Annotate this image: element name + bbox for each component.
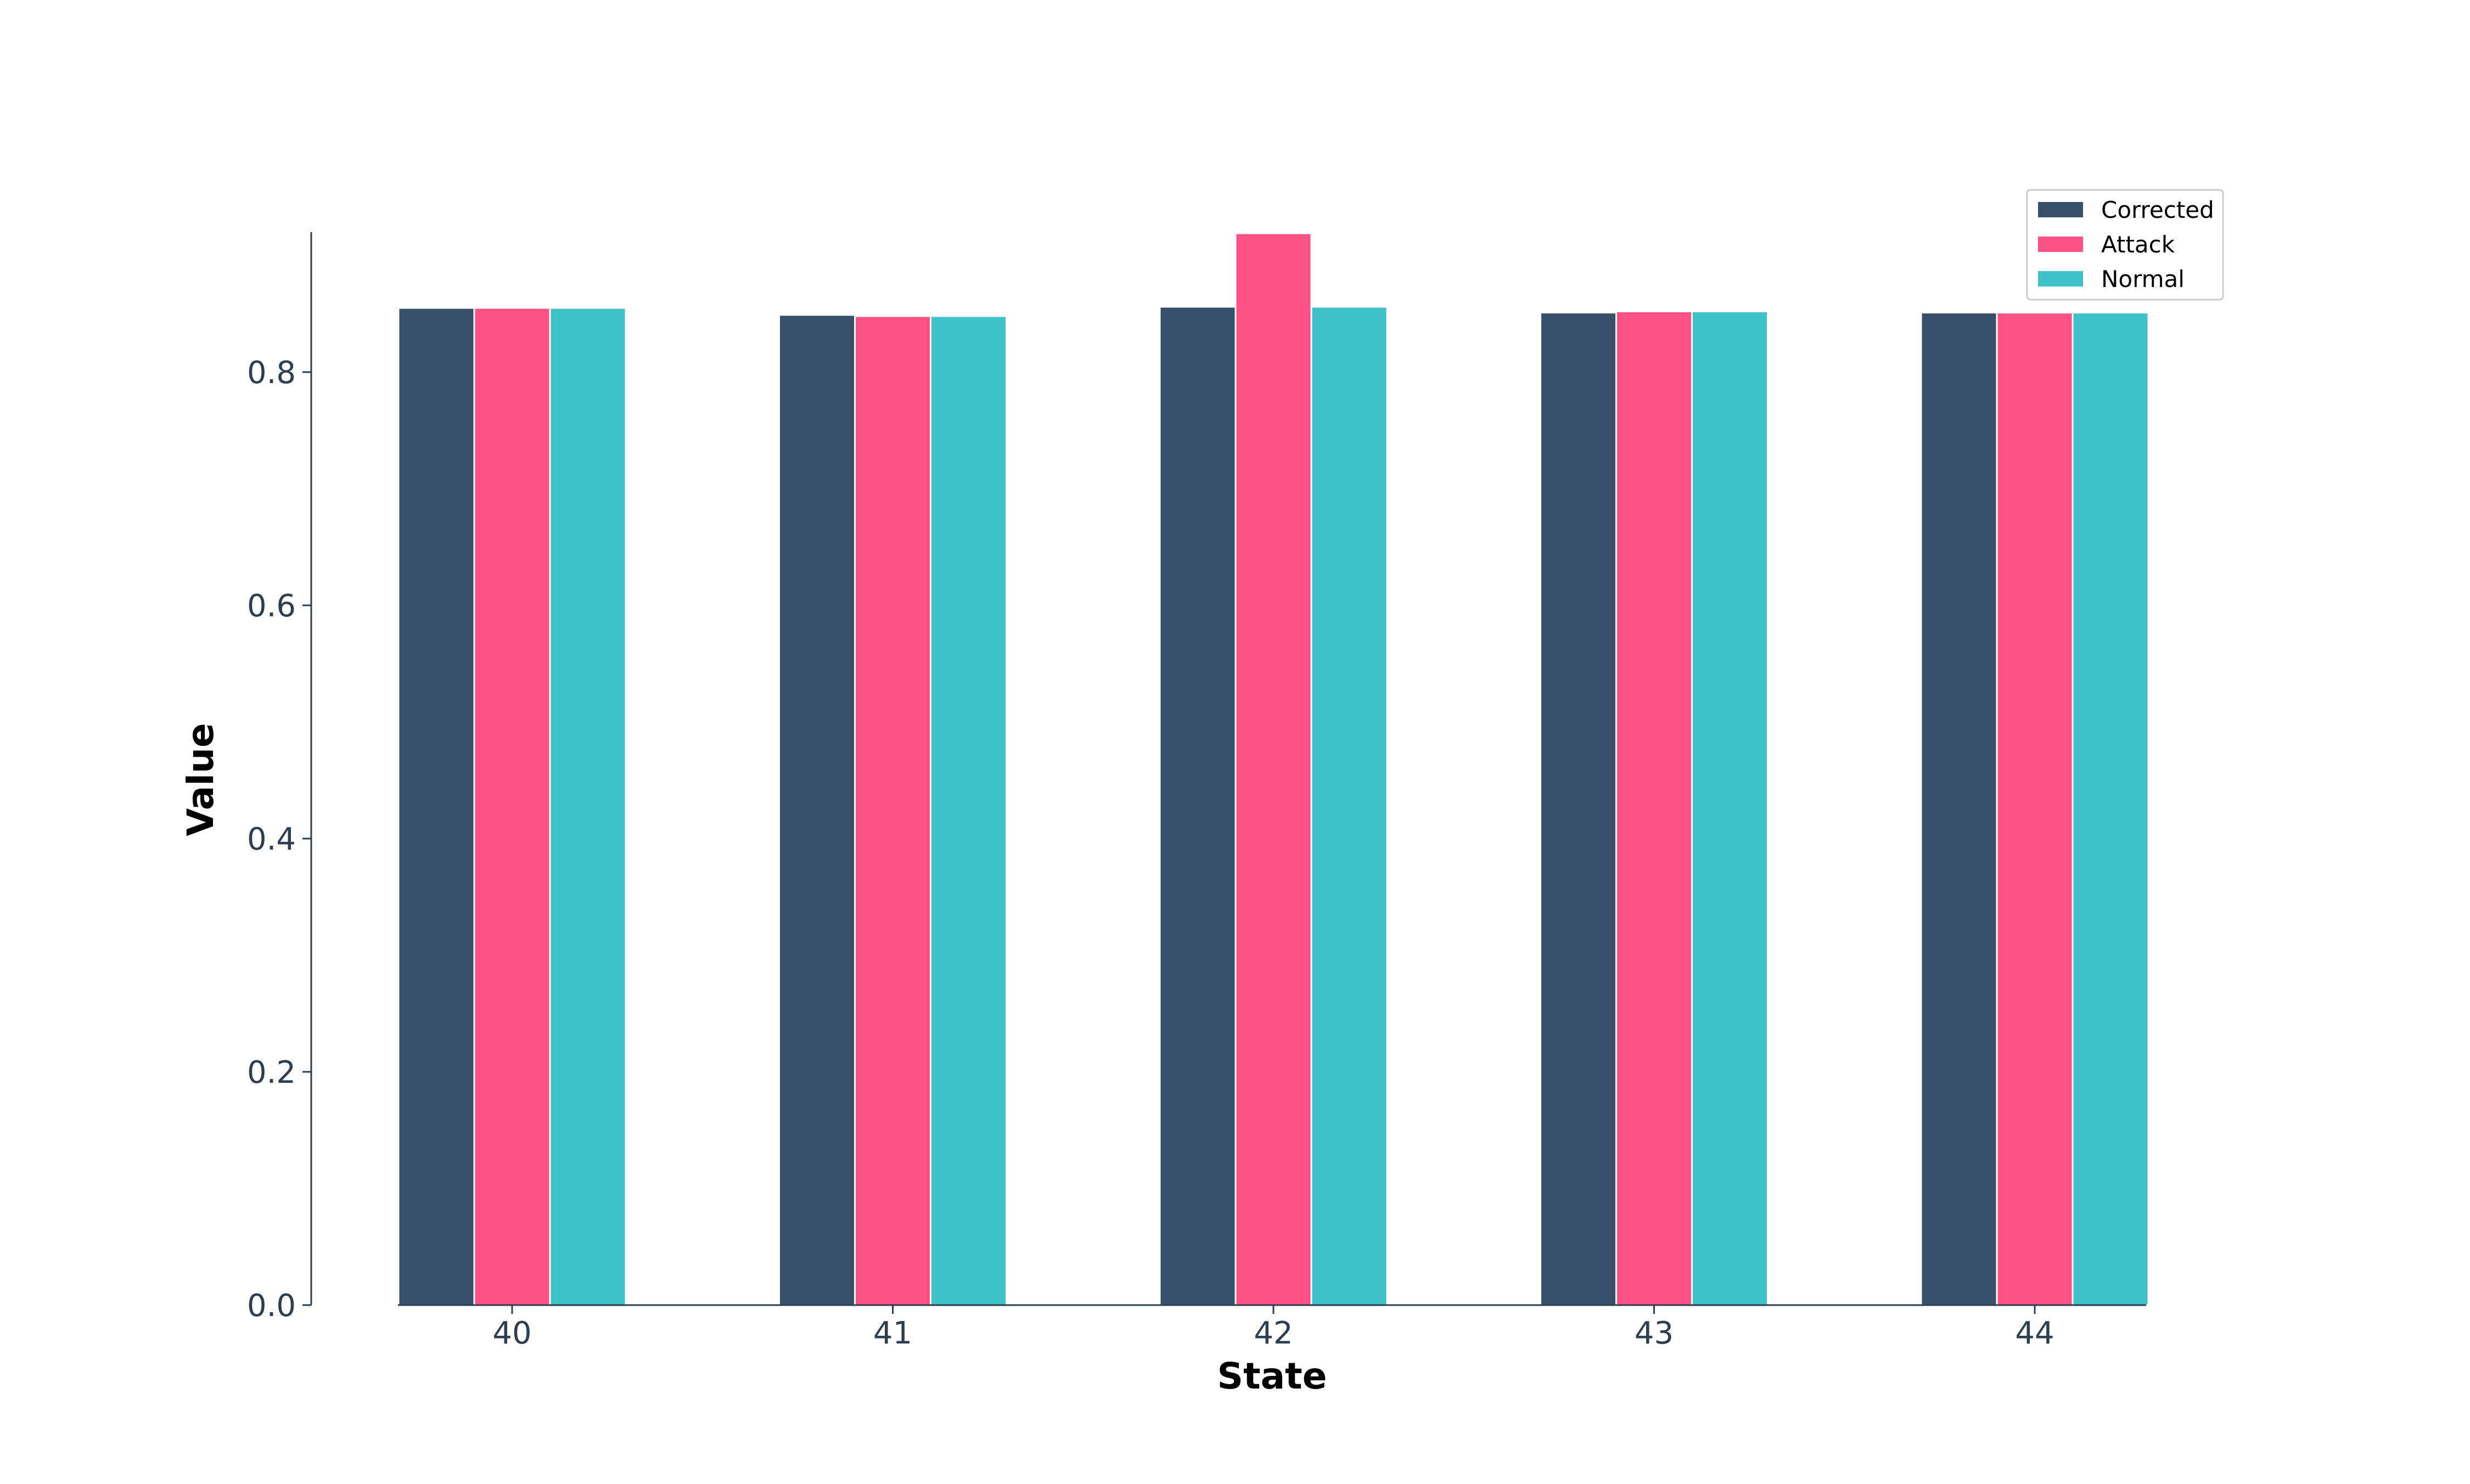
bar-normal-43: [1691, 311, 1769, 1306]
y-axis-title: Value: [179, 723, 222, 836]
bar-attack-41: [854, 315, 931, 1306]
bar-corrected-40: [397, 307, 475, 1306]
y-tick-label: 0.0: [247, 1288, 296, 1324]
y-tick-label: 0.8: [247, 355, 296, 391]
x-tick-label: 40: [492, 1316, 531, 1351]
legend-swatch-corrected: [2038, 202, 2083, 217]
x-ticks: 40 41 42 43 44: [492, 1305, 2054, 1351]
legend-items: Corrected Attack Normal: [2038, 196, 2214, 293]
y-ticks: 0.0 0.2 0.4 0.6 0.8: [247, 355, 311, 1324]
bar-attack-40: [473, 307, 551, 1306]
legend-label-corrected: Corrected: [2101, 196, 2214, 223]
bar-normal-44: [2072, 312, 2149, 1306]
y-tick-label: 0.6: [247, 588, 296, 624]
bar-corrected-44: [1920, 312, 1998, 1306]
bar-attack-44: [1996, 312, 2074, 1306]
x-axis-title: State: [1217, 1355, 1327, 1397]
axes-layer: [310, 232, 2146, 1306]
bar-corrected-41: [778, 314, 856, 1306]
bar-attack-42: [1234, 232, 1312, 1306]
bar-corrected-42: [1159, 306, 1237, 1306]
bars-layer: [397, 232, 2149, 1306]
x-tick-label: 42: [1254, 1316, 1293, 1351]
x-tick-label: 41: [873, 1316, 912, 1351]
legend: Corrected Attack Normal: [2026, 189, 2224, 301]
x-tick-label: 44: [2015, 1316, 2054, 1351]
y-tick-label: 0.2: [247, 1055, 296, 1090]
bar-corrected-43: [1540, 312, 1617, 1306]
legend-label-attack: Attack: [2101, 231, 2175, 258]
legend-label-normal: Normal: [2101, 266, 2185, 293]
legend-swatch-normal: [2038, 271, 2083, 286]
bar-attack-43: [1615, 311, 1693, 1306]
bar-normal-42: [1310, 306, 1388, 1306]
legend-swatch-attack: [2038, 237, 2083, 252]
bar-normal-41: [930, 315, 1007, 1306]
bar-normal-40: [549, 307, 627, 1306]
x-tick-label: 43: [1635, 1316, 1674, 1351]
y-tick-label: 0.4: [247, 822, 296, 857]
